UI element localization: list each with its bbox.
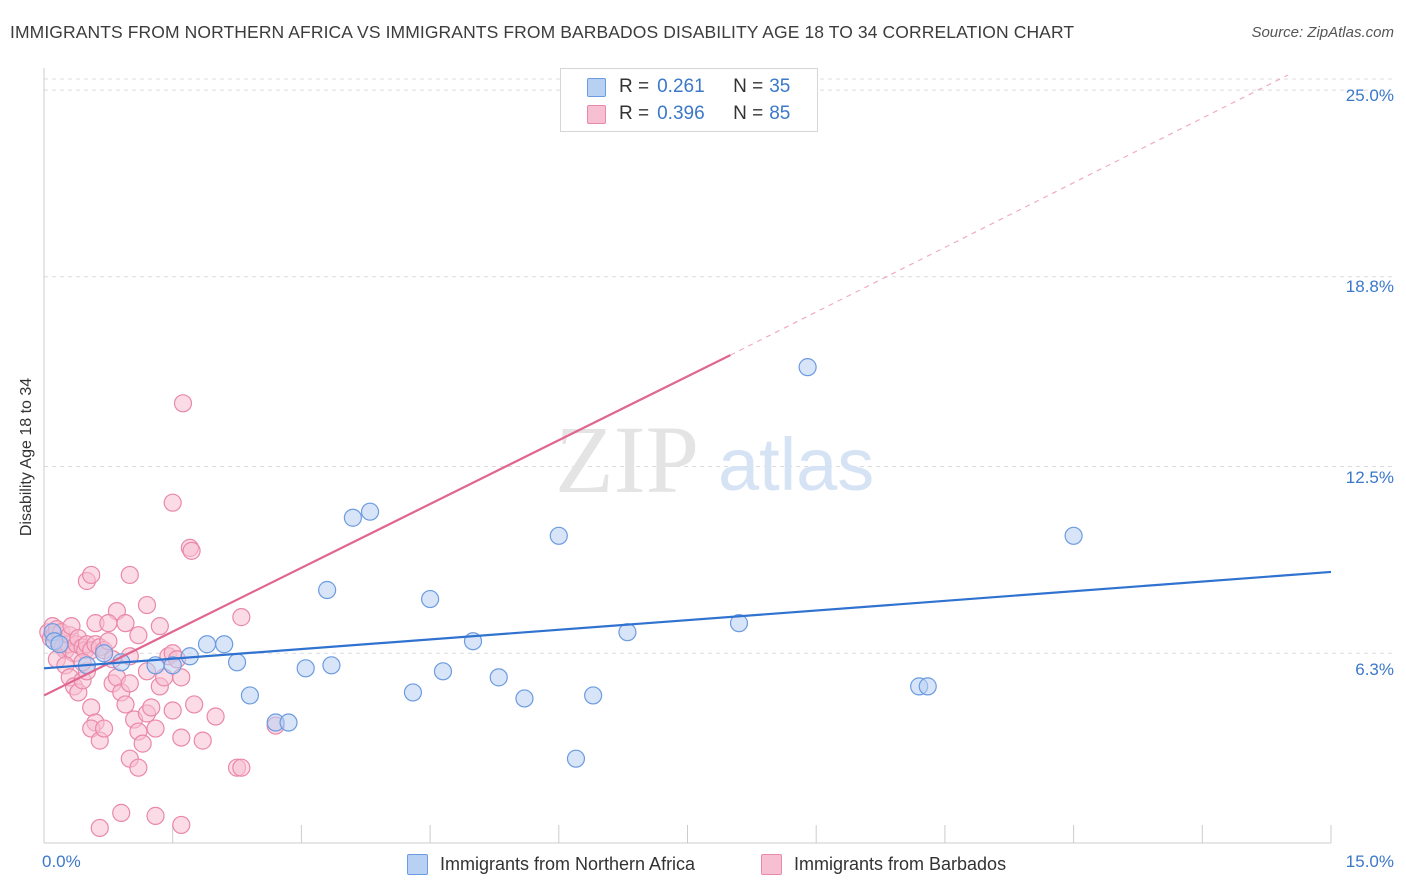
bottom-legend-swatch-blue xyxy=(407,853,428,875)
bottom-legend-label: Immigrants from Northern Africa xyxy=(440,853,696,874)
bottom-legend-barbados: Immigrants from Barbados xyxy=(761,852,1006,876)
data-point xyxy=(129,758,148,777)
legend-r-value: 0.396 xyxy=(657,103,705,124)
bottom-legend-label: Immigrants from Barbados xyxy=(794,853,1007,874)
data-point xyxy=(584,686,603,705)
data-point xyxy=(1064,526,1083,545)
data-point xyxy=(185,695,204,714)
data-point xyxy=(197,635,217,654)
data-point xyxy=(232,758,251,777)
data-point xyxy=(918,677,937,696)
chart-title: IMMIGRANTS FROM NORTHERN AFRICA VS IMMIG… xyxy=(10,22,1075,42)
data-point xyxy=(240,686,260,705)
data-point xyxy=(193,731,212,750)
data-point xyxy=(172,815,191,835)
data-point xyxy=(729,614,749,633)
data-point xyxy=(82,698,101,717)
data-point xyxy=(142,698,161,717)
y-tick-label: 12.5% xyxy=(1345,468,1394,487)
source-credit: Source: ZipAtlas.com xyxy=(1251,24,1394,41)
data-point xyxy=(182,541,201,560)
data-point xyxy=(129,626,148,645)
data-point xyxy=(433,662,453,681)
data-point xyxy=(421,589,440,609)
data-point xyxy=(343,508,362,527)
y-tick-label: 6.3% xyxy=(1355,660,1394,679)
watermark-zip: ZIP xyxy=(555,406,699,513)
data-point xyxy=(215,635,234,654)
watermark-atlas: atlas xyxy=(718,423,874,506)
x-tick-label-max: 15.0% xyxy=(1345,852,1394,871)
y-axis-label: Disability Age 18 to 34 xyxy=(18,377,35,537)
data-point xyxy=(360,502,380,521)
data-point xyxy=(163,656,182,675)
data-point xyxy=(94,644,114,663)
legend-swatch-pink xyxy=(587,104,606,124)
data-point xyxy=(116,695,135,714)
data-point xyxy=(318,580,337,600)
bottom-legend-swatch-pink xyxy=(761,853,782,875)
grid-lines xyxy=(44,78,1395,654)
data-point xyxy=(296,659,315,678)
data-point xyxy=(489,668,508,687)
correlation-legend: R = 0.261 N = 35 R = 0.396 N = 85 xyxy=(560,68,818,132)
y-tick-label: 18.8% xyxy=(1345,277,1394,296)
data-point xyxy=(798,358,817,377)
barbados-points xyxy=(39,394,285,838)
barbados-trend-extension xyxy=(730,74,1289,356)
data-point xyxy=(279,713,298,732)
northern-africa-trend-line xyxy=(43,570,1332,670)
legend-row-barbados: R = 0.396 N = 85 xyxy=(587,101,790,127)
data-point xyxy=(146,719,165,738)
data-point xyxy=(322,656,341,675)
data-point xyxy=(566,749,586,768)
legend-n-label: N = xyxy=(733,103,764,124)
data-point xyxy=(618,623,637,642)
data-point xyxy=(172,728,191,747)
legend-r-label: R = xyxy=(619,76,650,97)
data-point xyxy=(116,614,135,633)
data-point xyxy=(99,614,118,633)
data-point xyxy=(112,803,131,822)
axes xyxy=(43,68,1332,844)
data-point xyxy=(120,565,139,585)
barbados-trend-line xyxy=(43,354,731,697)
data-point xyxy=(227,653,247,672)
data-point xyxy=(515,689,534,708)
x-tick-label-min: 0.0% xyxy=(42,852,81,871)
data-point xyxy=(549,526,568,545)
data-point xyxy=(50,635,69,654)
legend-r-label: R = xyxy=(619,103,650,124)
legend-r-value: 0.261 xyxy=(657,76,705,97)
data-point xyxy=(173,394,193,413)
y-tick-label: 25.0% xyxy=(1345,86,1394,105)
data-point xyxy=(82,565,101,585)
data-point xyxy=(232,608,251,627)
legend-n-value: 85 xyxy=(769,103,791,124)
data-point xyxy=(120,674,139,693)
watermark: ZIP atlas xyxy=(555,406,874,513)
data-point xyxy=(137,595,157,615)
trend-lines xyxy=(43,74,1332,697)
data-point xyxy=(90,818,109,838)
northern-africa-points xyxy=(43,358,1083,768)
data-point xyxy=(206,707,225,726)
bottom-legend-northern-africa: Immigrants from Northern Africa xyxy=(407,852,695,876)
data-point xyxy=(163,701,182,720)
data-point xyxy=(403,683,423,702)
data-point xyxy=(133,734,152,753)
data-point xyxy=(146,806,165,825)
data-point xyxy=(94,719,114,738)
legend-n-label: N = xyxy=(733,76,764,97)
legend-n-value: 35 xyxy=(769,76,791,97)
legend-row-northern-africa: R = 0.261 N = 35 xyxy=(587,74,790,100)
legend-swatch-blue xyxy=(587,77,606,97)
data-point xyxy=(163,493,182,512)
data-point xyxy=(150,617,169,636)
